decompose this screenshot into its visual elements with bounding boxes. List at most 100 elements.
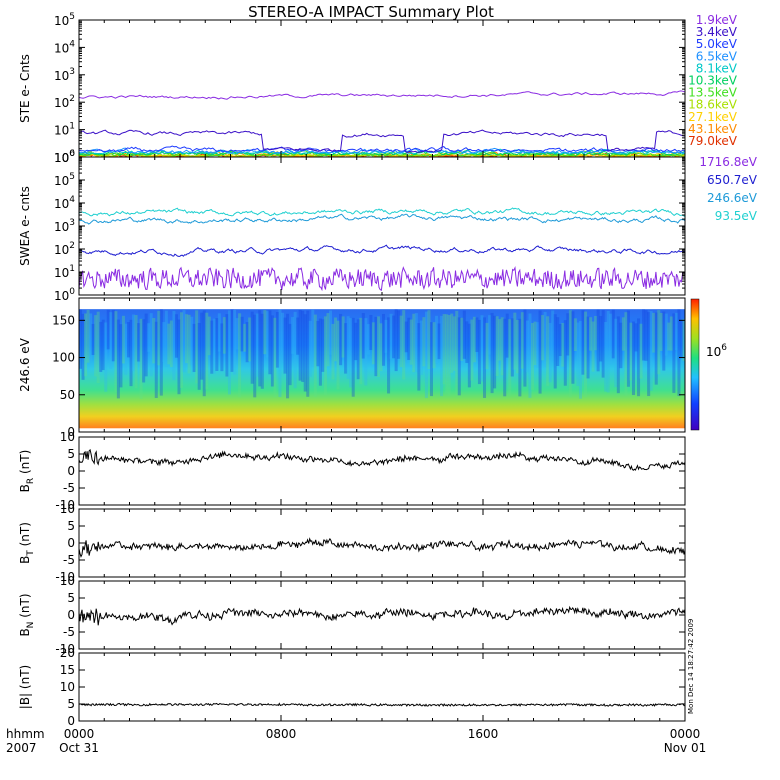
spectrogram-column <box>334 317 338 362</box>
ste-ytick-label: 102 <box>54 94 75 110</box>
swea-series-line <box>78 244 686 257</box>
spectrogram-column <box>538 310 542 394</box>
swea-series-line <box>78 213 686 225</box>
spectrogram-column <box>91 323 95 355</box>
spectrogram-column <box>132 314 136 372</box>
spectrogram-column <box>419 320 423 375</box>
swea-ytick-label: 105 <box>54 172 75 188</box>
swea-ytick-label: 106 <box>54 149 75 165</box>
spectrogram-column <box>96 311 100 384</box>
spectrogram-column <box>672 313 676 393</box>
spectrogram-column <box>594 315 598 351</box>
ste-series-line <box>78 145 686 153</box>
generation-timestamp: Mon Dec 14 18:27:42 2009 <box>687 619 695 714</box>
spectrogram-column <box>669 316 673 351</box>
bmag-ytick-label: 20 <box>60 646 75 660</box>
bt-ytick-label: 10 <box>60 502 75 516</box>
spectrogram-column <box>657 310 661 375</box>
spectrogram-column <box>303 314 307 392</box>
spectrogram-column <box>205 312 209 390</box>
spectrogram-column <box>248 317 252 362</box>
spectrogram-column <box>470 319 474 381</box>
spectrogram-column <box>674 312 678 351</box>
spectrogram-column <box>84 313 88 377</box>
spectrogram-column <box>642 309 646 361</box>
br-ytick-label: -10 <box>55 498 75 512</box>
spectrogram-column <box>172 310 176 381</box>
pad-ylabel: 246.6 eV <box>18 337 32 392</box>
spectrogram-column <box>414 313 418 373</box>
swea-ytick-label: 102 <box>54 241 75 257</box>
spectrogram-column <box>144 313 148 377</box>
spectrogram-column <box>392 315 396 359</box>
swea-legend-entry: 93.5eV <box>715 209 758 223</box>
bmag-ylabel: |B| (nT) <box>18 665 32 709</box>
spectrogram-column <box>121 315 125 364</box>
ste-ytick-label: 105 <box>54 12 75 28</box>
spectrogram-column <box>624 312 628 396</box>
spectrogram-column <box>126 322 130 358</box>
spectrogram-column <box>462 310 466 359</box>
spectrogram-column <box>536 322 540 368</box>
spectrogram-column <box>227 310 231 395</box>
spectrogram-column <box>283 317 287 374</box>
spectrogram-column <box>551 310 555 360</box>
spectrogram-column <box>142 319 146 383</box>
spectrogram-column <box>187 314 191 374</box>
spectrogram-column <box>548 322 552 383</box>
spectrogram-column <box>576 322 580 386</box>
colorbar-label: 106 <box>706 343 727 359</box>
spectrogram-column <box>578 320 582 399</box>
spectrogram-column <box>541 315 545 361</box>
spectrogram-column <box>682 318 686 362</box>
spectrogram-column <box>301 310 305 382</box>
pad-ytick-label: 100 <box>52 351 75 365</box>
swea-legend-entry: 1716.8eV <box>699 155 757 169</box>
bt-ytick-label: 0 <box>67 536 75 550</box>
spectrogram-column <box>313 314 317 397</box>
spectrogram-column <box>336 320 340 390</box>
spectrogram-column <box>215 318 219 371</box>
spectrogram-column <box>490 312 494 394</box>
spectrogram-column <box>566 313 570 356</box>
spectrogram-column <box>427 310 431 369</box>
spectrogram-column <box>265 311 269 358</box>
spectrogram-column <box>488 315 492 355</box>
ste-legend-entry: 5.0keV <box>696 37 738 51</box>
spectrogram-column <box>647 312 651 397</box>
spectrogram-column <box>258 310 262 387</box>
spectrogram-column <box>611 309 615 359</box>
swea-ytick-label: 100 <box>54 287 75 303</box>
spectrogram-column <box>477 319 481 385</box>
spectrogram-column <box>318 318 322 386</box>
spectrogram-column <box>424 311 428 399</box>
br-panel-frame <box>78 436 686 506</box>
spectrogram-column <box>364 318 368 386</box>
spectrogram-column <box>397 310 401 359</box>
ste-legend-entry: 13.5keV <box>688 86 738 100</box>
spectrogram-column <box>89 313 93 362</box>
spectrogram-column <box>270 315 274 387</box>
ste-legend-entry: 79.0keV <box>688 134 738 148</box>
spectrogram-column <box>147 323 151 352</box>
spectrogram-column <box>606 310 610 393</box>
spectrogram-column <box>263 310 267 355</box>
bt-line <box>78 537 686 558</box>
swea-ytick-label: 103 <box>54 218 75 234</box>
spectrogram-column <box>159 309 163 396</box>
spectrogram-column <box>296 317 300 355</box>
spectrogram-column <box>116 319 120 399</box>
spectrogram-column <box>243 323 247 352</box>
spectrogram-column <box>589 317 593 351</box>
spectrogram-column <box>306 310 310 397</box>
spectrogram-column <box>626 310 630 387</box>
bn-ytick-label: 0 <box>67 608 75 622</box>
spectrogram-column <box>157 310 161 366</box>
spectrogram-column <box>629 322 633 381</box>
spectrogram-column <box>450 313 454 373</box>
ste-legend-entry: 3.4keV <box>696 25 738 39</box>
bn-line <box>78 605 686 626</box>
spectrogram-column <box>584 311 588 398</box>
bt-panel-frame <box>78 508 686 578</box>
